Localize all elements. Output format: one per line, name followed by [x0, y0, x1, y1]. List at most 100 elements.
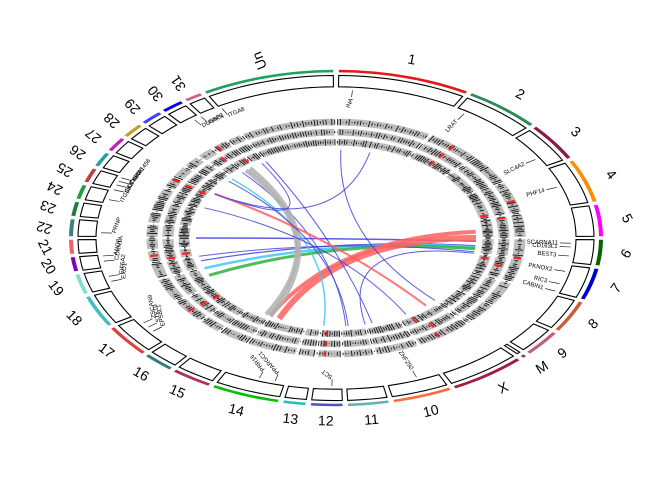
track-point [450, 324, 458, 330]
track-point [220, 300, 225, 304]
track-point [365, 132, 368, 136]
chromosome-ideogram-21 [77, 239, 98, 254]
track-point [457, 150, 460, 153]
chromosome-color-band-16 [145, 354, 172, 370]
link-chord [204, 207, 407, 315]
track-point [184, 210, 195, 214]
track-point [293, 349, 296, 353]
track-point [192, 199, 200, 202]
track-point [460, 152, 462, 154]
track-point [203, 155, 207, 158]
track-point [422, 325, 428, 331]
chromosome-label-X: X [495, 378, 511, 397]
track-point [255, 131, 258, 136]
chromosome-color-band-8 [555, 301, 583, 331]
gene-tick [558, 254, 570, 257]
track-point [194, 277, 204, 282]
track-point [221, 301, 230, 307]
track-point [469, 277, 477, 282]
track-point [216, 298, 226, 304]
track-point [232, 140, 236, 144]
gene-label: CA8 [124, 181, 136, 195]
track-point [398, 346, 401, 348]
track-point [467, 157, 475, 162]
chromosome-color-band-9 [527, 332, 556, 354]
chromosome-label-18: 18 [63, 307, 85, 329]
track-point [216, 297, 223, 302]
track-point [490, 176, 498, 180]
track-point [430, 149, 437, 155]
track-point [279, 124, 283, 130]
track-point [481, 224, 492, 227]
track-point [185, 305, 191, 309]
track-point [480, 286, 488, 290]
track-point [462, 304, 467, 308]
track-point [257, 341, 261, 345]
gene-label: ITGA8 [227, 106, 246, 119]
track-point [151, 216, 159, 218]
track-point [259, 151, 265, 157]
track-point [446, 157, 451, 161]
track-point [443, 302, 449, 306]
track-point [477, 289, 485, 293]
track-point [259, 341, 264, 347]
track-point [356, 351, 359, 356]
gene-tick [194, 119, 202, 126]
track-point [489, 271, 500, 275]
track-point [252, 328, 256, 332]
track-point [173, 178, 181, 182]
track-point [408, 140, 414, 147]
track-point [202, 285, 209, 289]
track-point [255, 330, 258, 333]
track-point [213, 310, 219, 314]
track-point [233, 308, 236, 311]
track-point [175, 296, 181, 299]
track-point [466, 283, 471, 286]
track-point [400, 343, 404, 349]
chromosome-ideogram-1 [337, 74, 464, 107]
track-point [307, 350, 310, 356]
track-point [189, 203, 198, 207]
chromosome-ideogram-24 [84, 186, 110, 204]
track-point [233, 320, 239, 326]
track-point [352, 130, 355, 136]
track-3-segment-18 [187, 269, 213, 291]
track-point [206, 288, 211, 292]
track-point [442, 169, 447, 173]
track-point [270, 126, 275, 132]
track-point [223, 302, 225, 304]
track-point [427, 135, 435, 142]
track-point [297, 133, 300, 137]
track-point [235, 139, 238, 142]
track-point [357, 131, 360, 136]
track-point [187, 166, 193, 170]
track-point [508, 205, 519, 208]
track-point [304, 350, 307, 354]
track-point [265, 152, 267, 154]
track-point [368, 329, 372, 334]
track-point [302, 142, 306, 147]
track-point [365, 340, 368, 345]
track-highlight [513, 256, 522, 260]
chromosome-color-band-31 [185, 93, 203, 102]
track-point [401, 321, 406, 327]
chromosome-ideogram-6 [572, 239, 595, 266]
track-point [168, 259, 175, 262]
track-point [309, 339, 313, 346]
track-point [191, 310, 195, 313]
track-point [179, 300, 187, 305]
track-point [461, 183, 464, 186]
chromosome-color-band-25 [84, 168, 97, 183]
track-point [390, 126, 393, 129]
track-highlight [185, 184, 193, 190]
track-point [194, 176, 201, 180]
track-point [399, 128, 401, 131]
track-point [244, 135, 248, 139]
link-chord [199, 245, 475, 257]
chromosome-color-band-11 [347, 400, 389, 407]
track-point [202, 168, 210, 174]
track-point [388, 324, 393, 331]
track-point [493, 269, 499, 271]
track-point [436, 165, 443, 170]
track-highlight [434, 332, 441, 338]
